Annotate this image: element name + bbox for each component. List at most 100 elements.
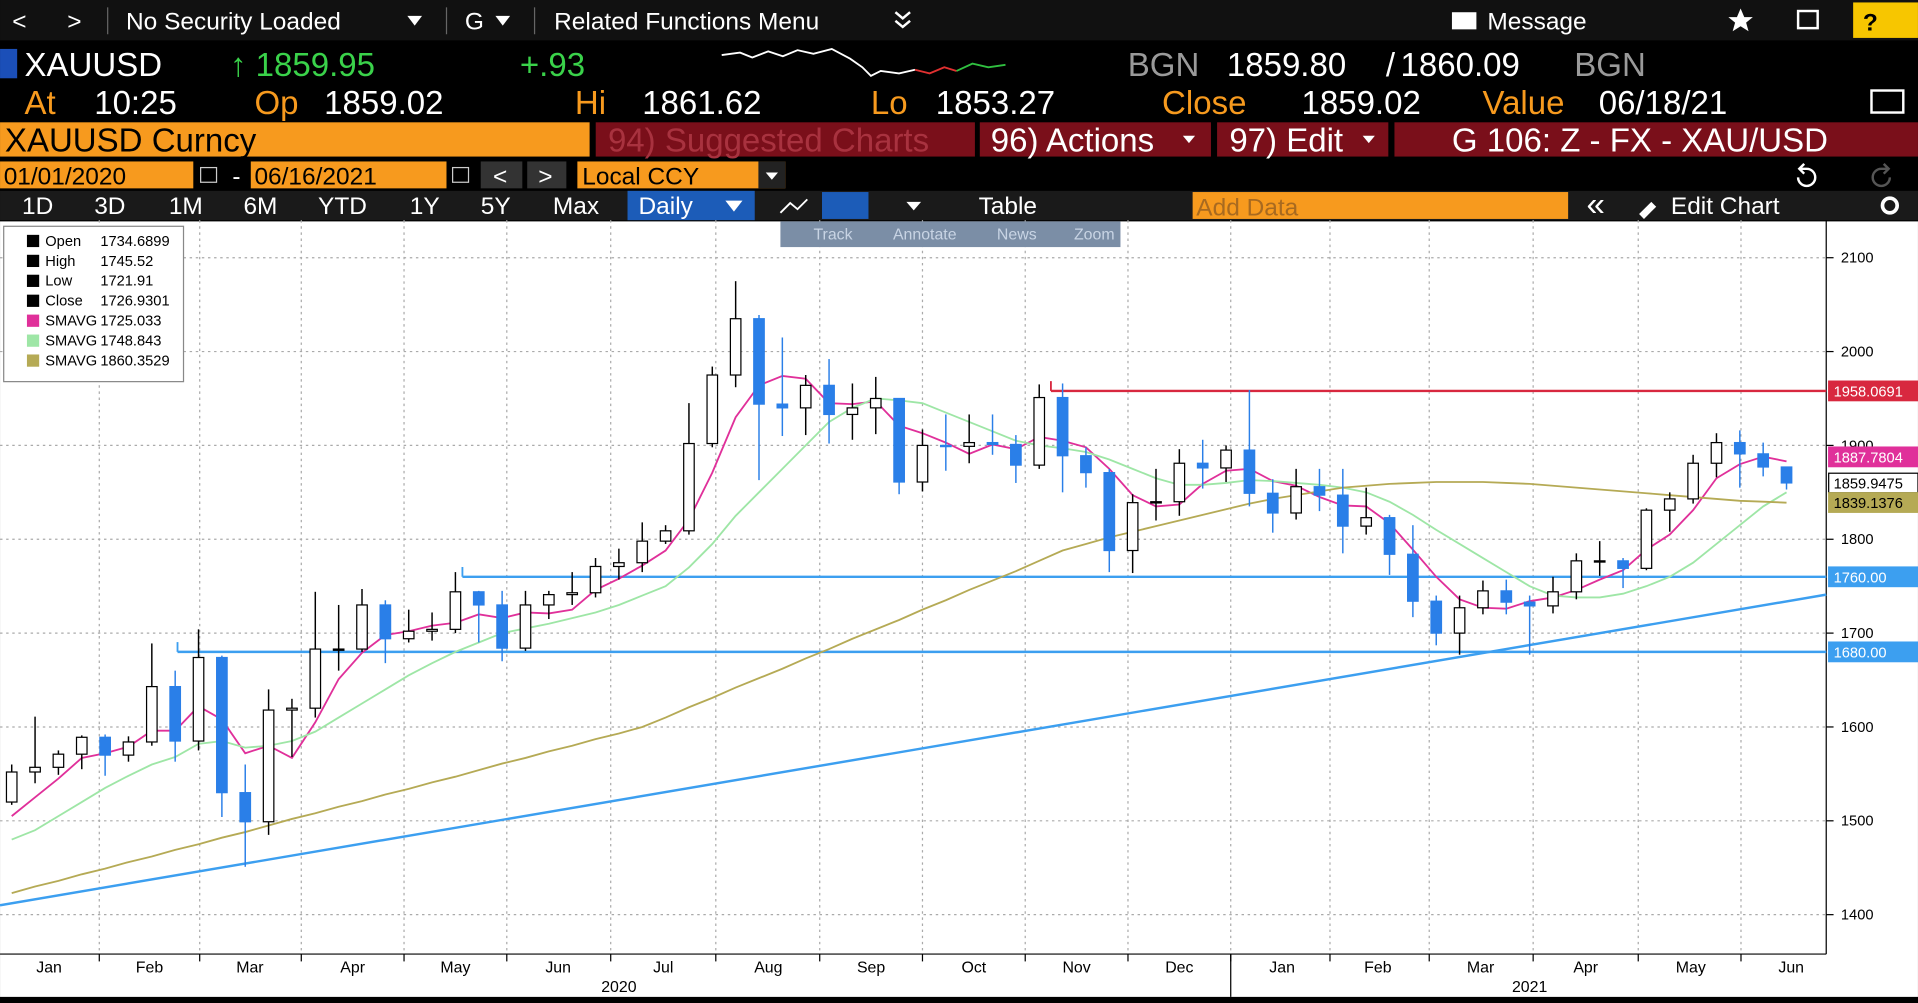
currency-input[interactable]	[577, 161, 786, 189]
x-tick-label: May	[440, 959, 470, 976]
settings-icon[interactable]	[1880, 196, 1900, 215]
legend-name: Low	[45, 274, 72, 290]
candle-body	[659, 530, 672, 542]
sparkline	[956, 62, 1006, 72]
period-button[interactable]: 5Y	[481, 193, 511, 220]
redo-icon[interactable]	[1871, 163, 1892, 188]
tool-button[interactable]: Track	[813, 227, 852, 244]
x-tick-label: May	[1676, 959, 1706, 976]
price-tag-label: 1859.9475	[1834, 477, 1903, 493]
line-icon[interactable]	[779, 198, 808, 214]
add-data[interactable]: Add Data	[1196, 194, 1298, 221]
date-input[interactable]	[250, 161, 447, 189]
legend-name: Close	[45, 294, 82, 310]
button[interactable]	[480, 161, 523, 189]
next-button[interactable]: >	[538, 164, 552, 191]
candle-body	[1547, 591, 1559, 607]
legend-items: Open 1734.6899 High 1745.52 Low 1721.91 Close 1…	[26, 234, 170, 369]
sparkline	[721, 47, 916, 77]
candle-body	[1150, 501, 1162, 504]
related-menu[interactable]: Related Functions Menu	[554, 8, 819, 35]
toolbar	[0, 0, 1918, 41]
year-label: 2020	[601, 979, 637, 996]
period-button[interactable]: 6M	[243, 193, 277, 220]
y-tick-label: 1700	[1841, 626, 1874, 642]
edit-chart-button[interactable]: Edit Chart	[1671, 193, 1780, 220]
candle-body	[1430, 600, 1443, 634]
period-buttons: 1D 3D 1M 6M YTD 1Y 5Y Max	[22, 193, 599, 220]
star-icon[interactable]	[1728, 8, 1753, 32]
slash: /	[1386, 46, 1396, 83]
help-button[interactable]: ?	[1863, 10, 1878, 37]
dropdown-arrow	[765, 172, 778, 180]
security-box[interactable]	[0, 122, 590, 157]
collapse-button[interactable]: «	[1586, 185, 1604, 222]
period-button[interactable]: 1Y	[410, 193, 440, 220]
tool-button[interactable]: News	[997, 227, 1037, 244]
period-button[interactable]: 1M	[169, 193, 203, 220]
period-button[interactable]: 3D	[94, 193, 125, 220]
page-code: G 106: Z - FX - XAU/USD	[1452, 122, 1828, 159]
security-name[interactable]: XAUUSD Curncy	[5, 122, 257, 159]
start-date[interactable]: 01/01/2020	[4, 164, 126, 191]
period-button[interactable]: Max	[553, 193, 599, 220]
back-button[interactable]: <	[12, 8, 26, 35]
marker	[0, 48, 18, 79]
button[interactable]	[1217, 122, 1389, 157]
period-button[interactable]: 1D	[22, 193, 53, 220]
candle-body	[169, 685, 182, 742]
legend-value: 1860.3529	[100, 353, 169, 369]
dropdown-arrow	[1182, 135, 1196, 144]
g-menu[interactable]: G	[465, 8, 484, 35]
button[interactable]	[979, 122, 1211, 157]
window-icon[interactable]	[1796, 9, 1819, 30]
x-tick-label: Dec	[1165, 959, 1193, 976]
prev-button[interactable]: <	[493, 164, 507, 191]
candle-body	[799, 384, 812, 409]
frequency[interactable]: Daily	[639, 193, 694, 220]
legend-name: SMAVG	[45, 334, 97, 350]
actions-menu[interactable]: 96) Actions	[991, 122, 1154, 159]
candle-body	[963, 441, 976, 447]
forward-button[interactable]: >	[67, 8, 81, 35]
currency[interactable]: Local CCY	[582, 164, 699, 191]
calendar-icon[interactable]	[200, 166, 218, 183]
legend-swatch	[26, 354, 40, 367]
x-tick-label: Jun	[1778, 959, 1804, 976]
detail-label: At	[24, 84, 55, 121]
table-button[interactable]: Table	[979, 193, 1037, 220]
date-input[interactable]	[0, 161, 194, 189]
calendar-icon[interactable]	[451, 166, 470, 183]
legend-value: 1725.033	[100, 314, 161, 330]
undo-icon[interactable]	[1796, 163, 1817, 188]
add-data-input[interactable]	[1192, 192, 1569, 219]
x-tick-label: Apr	[1573, 959, 1598, 976]
y-tick-label: 2100	[1841, 251, 1874, 267]
x-tick-label: Jan	[1269, 959, 1295, 976]
edit-menu[interactable]: 97) Edit	[1229, 122, 1343, 159]
security-menu[interactable]: No Security Loaded	[126, 8, 341, 35]
tool-button[interactable]: Zoom	[1074, 227, 1115, 244]
button[interactable]	[595, 122, 975, 157]
candle-icon[interactable]	[822, 192, 869, 219]
chart-icon[interactable]	[1870, 89, 1905, 114]
tool-button[interactable]: Annotate	[893, 227, 957, 244]
message-button[interactable]: Message	[1487, 8, 1586, 35]
period-button[interactable]: YTD	[318, 193, 367, 220]
detail-label: Value	[1483, 84, 1565, 121]
candle-body	[1056, 396, 1069, 457]
suggested-charts[interactable]: 94) Suggested Charts	[608, 122, 929, 159]
button[interactable]	[527, 161, 567, 189]
end-date[interactable]: 06/16/2021	[254, 164, 376, 191]
candle-body	[1383, 517, 1396, 555]
candle-body	[939, 444, 952, 448]
detail-value: 1853.27	[936, 84, 1055, 121]
candle-body	[1407, 553, 1419, 602]
x-tick-label: Feb	[136, 959, 164, 976]
candle-body	[916, 444, 929, 483]
candle-body	[986, 441, 999, 446]
help-box[interactable]	[1853, 2, 1918, 38]
candle-body	[519, 604, 532, 649]
candle-body	[1523, 601, 1536, 607]
